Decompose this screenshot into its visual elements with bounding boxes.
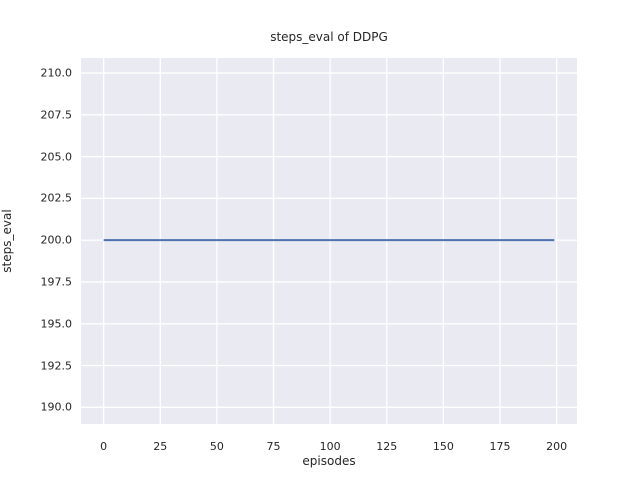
x-tick-label: 100 <box>319 440 341 453</box>
y-tick-label: 190.0 <box>40 400 73 414</box>
plot-canvas <box>81 58 577 424</box>
x-axis-label: episodes <box>302 454 356 468</box>
y-tick-label: 192.5 <box>40 359 73 372</box>
x-tick-label: 200 <box>546 440 568 453</box>
plot-area <box>81 58 577 424</box>
chart-title: steps_eval of DDPG <box>270 30 388 44</box>
x-tick-label: 25 <box>153 440 168 453</box>
x-tick-label: 175 <box>489 440 511 453</box>
x-tick-label: 75 <box>266 440 281 453</box>
x-tick-label: 50 <box>209 440 224 453</box>
y-tick-label: 200.0 <box>40 233 73 247</box>
y-tick-label: 207.5 <box>40 108 73 122</box>
y-tick-label: 195.0 <box>40 317 73 331</box>
y-tick-label: 197.5 <box>40 275 73 289</box>
y-axis-label-text: steps_eval <box>0 209 14 273</box>
x-tick-label: 0 <box>100 440 108 453</box>
x-tick-label: 125 <box>376 440 398 453</box>
y-tick-label: 202.5 <box>40 191 73 205</box>
y-tick-label: 210.0 <box>40 66 73 80</box>
y-tick-label: 205.0 <box>40 150 73 164</box>
x-tick-label: 150 <box>432 440 454 453</box>
